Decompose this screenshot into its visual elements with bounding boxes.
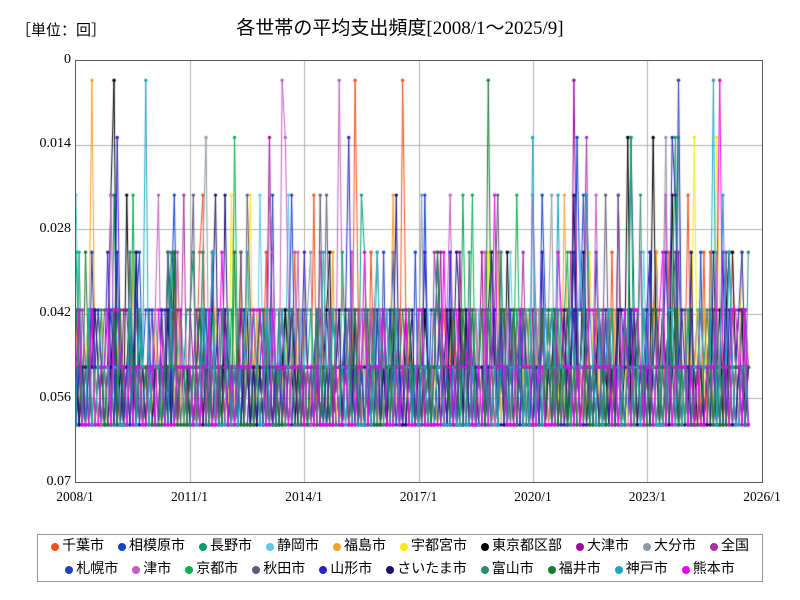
y-axis-labels: 0 0.014 0.028 0.042 0.056 0.07 — [0, 0, 72, 600]
x-axis-tick-label: 2014/1 — [285, 489, 323, 504]
legend-item[interactable]: 長野市 — [199, 540, 252, 554]
legend-marker-icon — [643, 543, 651, 551]
legend-marker-icon — [614, 565, 623, 574]
legend-item-label: 秋田市 — [263, 561, 306, 577]
legend-item-label: 大津市 — [587, 539, 629, 554]
legend-item[interactable]: 静岡市 — [266, 540, 319, 554]
legend-marker-icon — [400, 543, 408, 551]
legend-marker-icon — [333, 543, 341, 551]
y-axis-tick-label: 0 — [64, 52, 71, 67]
y-axis-tick-label: 0.014 — [39, 136, 72, 152]
legend-marker-icon — [118, 543, 126, 551]
legend-marker-icon — [481, 543, 489, 551]
legend-item[interactable]: 大分市 — [643, 540, 696, 554]
legend-item-label: 相模原市 — [129, 539, 185, 554]
y-axis-tick-label: 0.07 — [46, 474, 72, 489]
legend-item[interactable]: 宇都宮市 — [400, 540, 467, 554]
legend-item-label: 福井市 — [558, 561, 601, 577]
legend-marker-icon — [480, 565, 489, 574]
legend-item-label: 京都市 — [196, 561, 239, 577]
legend-marker-icon — [199, 543, 207, 551]
legend-marker-icon — [51, 543, 59, 551]
legend-item-label: 熊本市 — [692, 561, 735, 577]
legend-item-label: 福島市 — [344, 539, 386, 554]
x-axis-tick-label: 2023/1 — [628, 489, 667, 504]
legend-item[interactable]: 津市 — [132, 561, 172, 577]
legend-marker-icon — [266, 543, 274, 551]
plot-area — [75, 60, 763, 483]
legend-item-label: 全国 — [721, 539, 749, 554]
legend-item[interactable]: 秋田市 — [252, 561, 306, 577]
legend-item[interactable]: 相模原市 — [118, 540, 185, 554]
legend-marker-icon — [576, 543, 584, 551]
legend-item-label: 山形市 — [330, 561, 373, 577]
legend-item[interactable]: 神戸市 — [614, 561, 668, 577]
unit-label: ［単位：回］ — [16, 23, 107, 39]
legend-item[interactable]: 福井市 — [547, 561, 601, 577]
legend-item[interactable]: 全国 — [710, 540, 749, 554]
legend-item-label: 札幌市 — [76, 561, 119, 577]
legend-item-label: 富山市 — [491, 561, 534, 577]
legend-item[interactable]: 大津市 — [576, 540, 629, 554]
legend-marker-icon — [386, 565, 395, 574]
legend-item[interactable]: 福島市 — [333, 540, 386, 554]
legend-item-label: さいたま市 — [397, 561, 467, 577]
x-axis-tick-label: 2026/1 — [743, 489, 781, 504]
legend: 千葉市 相模原市 長野市 静岡市 福島市 宇都宮市 東京都区部 大津市 大分市 全国札幌市 津市 京都… — [37, 534, 763, 582]
legend-marker-icon — [65, 565, 74, 574]
legend-item[interactable]: 札幌市 — [65, 561, 119, 577]
legend-marker-icon — [547, 565, 556, 574]
legend-item[interactable]: 富山市 — [480, 561, 534, 577]
legend-item-label: 東京都区部 — [492, 539, 562, 554]
legend-marker-icon — [710, 543, 718, 551]
legend-item-label: 長野市 — [210, 539, 252, 554]
legend-item[interactable]: さいたま市 — [386, 561, 467, 577]
legend-item-label: 静岡市 — [277, 539, 319, 554]
y-axis-tick-label: 0.042 — [39, 305, 72, 321]
legend-item-label: 千葉市 — [62, 539, 104, 554]
legend-marker-icon — [132, 565, 141, 574]
legend-item[interactable]: 熊本市 — [681, 561, 735, 577]
legend-marker-icon — [319, 565, 328, 574]
legend-item-label: 宇都宮市 — [411, 539, 467, 554]
x-axis-tick-label: 2011/1 — [171, 489, 208, 504]
legend-item[interactable]: 京都市 — [185, 561, 239, 577]
legend-row: 千葉市 相模原市 長野市 静岡市 福島市 宇都宮市 東京都区部 大津市 大分市 全国 — [38, 535, 762, 558]
legend-item-label: 神戸市 — [625, 561, 668, 577]
legend-item-label: 大分市 — [654, 539, 696, 554]
legend-row: 札幌市 津市 京都市 秋田市 山形市 さいたま市 富山市 福井市 神戸市 熊本市 — [38, 558, 762, 581]
x-axis-tick-label: 2017/1 — [399, 489, 438, 504]
legend-item[interactable]: 東京都区部 — [481, 540, 562, 554]
legend-item[interactable]: 千葉市 — [51, 540, 104, 554]
page-title: 各世帯の平均支出頻度[2008/1～2025/9] — [236, 18, 564, 39]
series-canvas — [76, 61, 762, 482]
x-axis-tick-label: 2008/1 — [56, 489, 94, 504]
y-axis-tick-label: 0.028 — [39, 220, 72, 236]
legend-marker-icon — [185, 565, 194, 574]
x-axis-tick-label: 2020/1 — [514, 489, 552, 504]
legend-item[interactable]: 山形市 — [319, 561, 373, 577]
legend-marker-icon — [681, 565, 690, 574]
y-axis-tick-label: 0.056 — [39, 389, 72, 405]
legend-marker-icon — [252, 565, 261, 574]
legend-item-label: 津市 — [143, 561, 172, 577]
